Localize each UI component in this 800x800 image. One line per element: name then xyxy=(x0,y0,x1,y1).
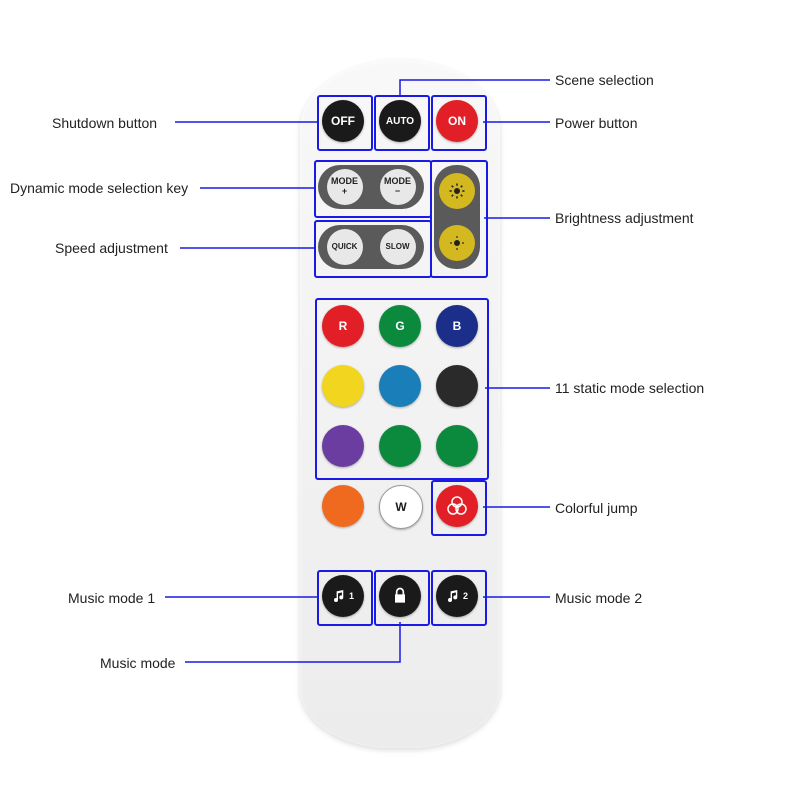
box-off xyxy=(317,95,373,151)
box-colorful xyxy=(431,480,487,536)
box-brightness xyxy=(430,160,488,278)
label-speed: Speed adjustment xyxy=(55,240,168,256)
label-colorful: Colorful jump xyxy=(555,500,637,516)
label-shutdown: Shutdown button xyxy=(52,115,157,131)
label-musicmode: Music mode xyxy=(100,655,175,671)
box-music1 xyxy=(317,570,373,626)
color-orange-button[interactable] xyxy=(322,485,364,527)
label-music1: Music mode 1 xyxy=(68,590,155,606)
box-music2 xyxy=(431,570,487,626)
w-button[interactable]: W xyxy=(379,485,423,529)
box-on xyxy=(431,95,487,151)
box-static xyxy=(315,298,489,480)
box-mode xyxy=(314,160,432,218)
box-auto xyxy=(374,95,430,151)
label-scene: Scene selection xyxy=(555,72,654,88)
box-speed xyxy=(314,220,432,278)
label-power: Power button xyxy=(555,115,638,131)
label-brightness: Brightness adjustment xyxy=(555,210,694,226)
box-lock xyxy=(374,570,430,626)
label-music2: Music mode 2 xyxy=(555,590,642,606)
label-static11: 11 static mode selection xyxy=(555,380,704,396)
label-dynamic: Dynamic mode selection key xyxy=(10,180,188,196)
